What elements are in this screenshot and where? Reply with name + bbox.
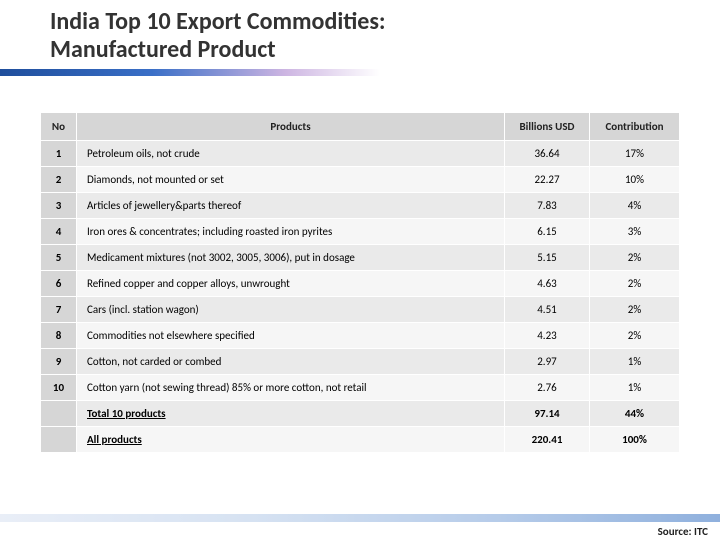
table-total-row: Total 10 products97.1444%: [41, 401, 680, 427]
title-line-1: India Top 10 Export Commodities:: [50, 7, 386, 36]
table-row: 4Iron ores & concentrates; including roa…: [41, 219, 680, 245]
col-header-products: Products: [77, 113, 505, 141]
table-row: 8Commodities not elsewhere specified4.23…: [41, 323, 680, 349]
table-row: 5Medicament mixtures (not 3002, 3005, 30…: [41, 245, 680, 271]
cell-contribution: 44%: [590, 401, 680, 427]
cell-no: 1: [41, 141, 77, 167]
cell-product: Cars (incl. station wagon): [77, 297, 505, 323]
cell-contribution: 1%: [590, 349, 680, 375]
table-row: 7Cars (incl. station wagon)4.512%: [41, 297, 680, 323]
table-total-row: All products220.41100%: [41, 427, 680, 453]
slide-title: India Top 10 Export Commodities: Manufac…: [50, 8, 720, 63]
cell-no: 10: [41, 375, 77, 401]
cell-product: Total 10 products: [77, 401, 505, 427]
cell-contribution: 4%: [590, 193, 680, 219]
cell-usd: 220.41: [505, 427, 590, 453]
cell-no: [41, 427, 77, 453]
cell-usd: 5.15: [505, 245, 590, 271]
cell-no: 8: [41, 323, 77, 349]
table-header-row: No Products Billions USD Contribution: [41, 113, 680, 141]
cell-no: 2: [41, 167, 77, 193]
source-label: Source: ITC: [658, 525, 708, 538]
cell-product: Refined copper and copper alloys, unwrou…: [77, 271, 505, 297]
cell-contribution: 1%: [590, 375, 680, 401]
table-row: 6Refined copper and copper alloys, unwro…: [41, 271, 680, 297]
col-header-contribution: Contribution: [590, 113, 680, 141]
cell-no: [41, 401, 77, 427]
table-row: 2Diamonds, not mounted or set22.2710%: [41, 167, 680, 193]
export-table: No Products Billions USD Contribution 1P…: [40, 112, 680, 453]
cell-contribution: 2%: [590, 245, 680, 271]
cell-usd: 22.27: [505, 167, 590, 193]
title-line-2: Manufactured Product: [50, 35, 276, 64]
cell-no: 5: [41, 245, 77, 271]
cell-contribution: 2%: [590, 297, 680, 323]
cell-product: Commodities not elsewhere specified: [77, 323, 505, 349]
cell-usd: 7.83: [505, 193, 590, 219]
title-area: India Top 10 Export Commodities: Manufac…: [0, 0, 720, 76]
cell-product: Medicament mixtures (not 3002, 3005, 300…: [77, 245, 505, 271]
cell-no: 4: [41, 219, 77, 245]
cell-contribution: 17%: [590, 141, 680, 167]
cell-contribution: 10%: [590, 167, 680, 193]
cell-usd: 4.23: [505, 323, 590, 349]
cell-product: Cotton yarn (not sewing thread) 85% or m…: [77, 375, 505, 401]
cell-usd: 2.97: [505, 349, 590, 375]
cell-no: 3: [41, 193, 77, 219]
cell-product: Petroleum oils, not crude: [77, 141, 505, 167]
table-row: 3Articles of jewellery&parts thereof7.83…: [41, 193, 680, 219]
cell-usd: 4.63: [505, 271, 590, 297]
table-row: 10Cotton yarn (not sewing thread) 85% or…: [41, 375, 680, 401]
cell-product: All products: [77, 427, 505, 453]
table-row: 1Petroleum oils, not crude36.6417%: [41, 141, 680, 167]
cell-no: 7: [41, 297, 77, 323]
bottom-decorative-bar: [0, 514, 720, 522]
cell-product: Diamonds, not mounted or set: [77, 167, 505, 193]
cell-usd: 36.64: [505, 141, 590, 167]
cell-no: 9: [41, 349, 77, 375]
cell-contribution: 100%: [590, 427, 680, 453]
title-underline-bar: [0, 69, 380, 76]
table-row: 9Cotton, not carded or combed2.971%: [41, 349, 680, 375]
cell-usd: 6.15: [505, 219, 590, 245]
col-header-no: No: [41, 113, 77, 141]
cell-usd: 97.14: [505, 401, 590, 427]
export-table-container: No Products Billions USD Contribution 1P…: [40, 112, 680, 453]
cell-contribution: 2%: [590, 323, 680, 349]
cell-no: 6: [41, 271, 77, 297]
col-header-usd: Billions USD: [505, 113, 590, 141]
cell-usd: 2.76: [505, 375, 590, 401]
cell-product: Cotton, not carded or combed: [77, 349, 505, 375]
cell-contribution: 3%: [590, 219, 680, 245]
cell-usd: 4.51: [505, 297, 590, 323]
cell-contribution: 2%: [590, 271, 680, 297]
cell-product: Iron ores & concentrates; including roas…: [77, 219, 505, 245]
cell-product: Articles of jewellery&parts thereof: [77, 193, 505, 219]
